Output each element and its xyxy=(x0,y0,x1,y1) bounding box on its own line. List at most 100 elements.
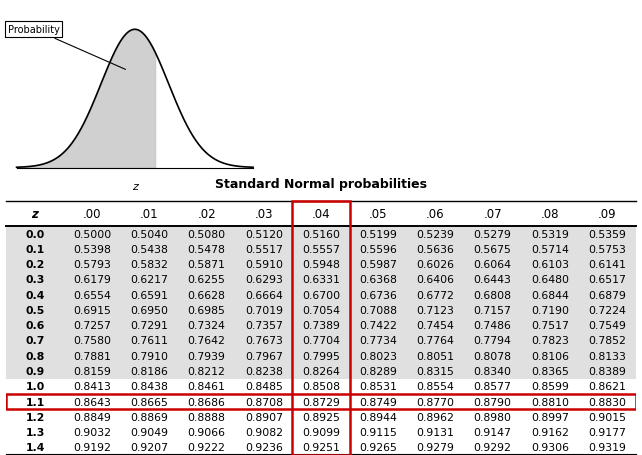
Text: 0.5000: 0.5000 xyxy=(73,229,111,239)
Text: 0.5120: 0.5120 xyxy=(245,229,283,239)
Text: 0.8508: 0.8508 xyxy=(302,381,340,391)
Text: 0.8554: 0.8554 xyxy=(417,381,455,391)
Text: 0.6217: 0.6217 xyxy=(130,275,168,285)
Text: 0.6879: 0.6879 xyxy=(588,290,626,300)
Text: .00: .00 xyxy=(83,207,101,220)
Text: 0.6443: 0.6443 xyxy=(474,275,512,285)
Text: 0.5279: 0.5279 xyxy=(474,229,512,239)
Text: 0.5948: 0.5948 xyxy=(302,260,340,269)
Text: 0.9319: 0.9319 xyxy=(588,442,626,452)
Text: 0.3: 0.3 xyxy=(25,275,45,285)
Text: 0.9066: 0.9066 xyxy=(187,427,225,437)
Text: 0.8159: 0.8159 xyxy=(73,366,111,376)
Text: 0.5199: 0.5199 xyxy=(360,229,397,239)
Text: 0.7324: 0.7324 xyxy=(187,320,225,330)
Text: 0.9162: 0.9162 xyxy=(531,427,569,437)
Bar xyxy=(6,394,636,410)
Text: 0.8770: 0.8770 xyxy=(417,397,455,407)
Text: 0.6406: 0.6406 xyxy=(417,275,455,285)
Text: 0.8997: 0.8997 xyxy=(531,412,569,422)
Text: 0.7088: 0.7088 xyxy=(359,305,397,315)
Text: 0.8907: 0.8907 xyxy=(245,412,283,422)
Text: 0.5080: 0.5080 xyxy=(187,229,226,239)
Text: 0.8389: 0.8389 xyxy=(588,366,626,376)
Text: 0.6554: 0.6554 xyxy=(73,290,111,300)
Text: 0.7257: 0.7257 xyxy=(73,320,111,330)
Text: 0.9115: 0.9115 xyxy=(360,427,397,437)
Text: 0.8686: 0.8686 xyxy=(187,397,225,407)
Text: 0.7190: 0.7190 xyxy=(531,305,569,315)
Text: z: z xyxy=(31,207,39,220)
Text: 0.8665: 0.8665 xyxy=(130,397,168,407)
Text: 0.5910: 0.5910 xyxy=(245,260,283,269)
Text: .06: .06 xyxy=(426,207,445,220)
Text: 0.9015: 0.9015 xyxy=(588,412,626,422)
Text: 0.8438: 0.8438 xyxy=(130,381,168,391)
Text: 0.5478: 0.5478 xyxy=(187,244,225,254)
Text: 0.7: 0.7 xyxy=(25,336,45,346)
Text: 0.5359: 0.5359 xyxy=(588,229,626,239)
Text: .01: .01 xyxy=(140,207,159,220)
Text: 0.8078: 0.8078 xyxy=(474,351,512,361)
Text: 0.8830: 0.8830 xyxy=(588,397,626,407)
Text: Probability: Probability xyxy=(8,25,126,70)
Text: 0.6591: 0.6591 xyxy=(130,290,168,300)
Text: 0.8315: 0.8315 xyxy=(417,366,455,376)
Text: 0.5596: 0.5596 xyxy=(360,244,397,254)
Text: 0.9: 0.9 xyxy=(26,366,45,376)
Text: 0.8264: 0.8264 xyxy=(302,366,340,376)
Text: 0.5: 0.5 xyxy=(26,305,45,315)
Text: 0.6700: 0.6700 xyxy=(302,290,340,300)
Text: 0.6331: 0.6331 xyxy=(302,275,340,285)
Text: 0.6480: 0.6480 xyxy=(531,275,569,285)
Text: 0.9192: 0.9192 xyxy=(73,442,111,452)
Text: .04: .04 xyxy=(311,207,331,220)
Text: 0.7704: 0.7704 xyxy=(302,336,340,346)
Text: 1.3: 1.3 xyxy=(25,427,45,437)
Text: 0.8340: 0.8340 xyxy=(474,366,512,376)
Text: 0.5714: 0.5714 xyxy=(531,244,569,254)
Text: 0.7389: 0.7389 xyxy=(302,320,340,330)
Text: 0.7454: 0.7454 xyxy=(417,320,455,330)
Text: 0.6026: 0.6026 xyxy=(417,260,455,269)
Text: 0.8925: 0.8925 xyxy=(302,412,340,422)
Text: .03: .03 xyxy=(255,207,273,220)
Text: 0.7852: 0.7852 xyxy=(588,336,626,346)
Text: 0.9082: 0.9082 xyxy=(245,427,283,437)
Text: 0.7823: 0.7823 xyxy=(531,336,569,346)
Text: 0.6368: 0.6368 xyxy=(360,275,397,285)
Text: 0.9049: 0.9049 xyxy=(130,427,168,437)
Text: 0.8790: 0.8790 xyxy=(474,397,512,407)
Text: 0.8749: 0.8749 xyxy=(360,397,397,407)
Text: 0.5319: 0.5319 xyxy=(531,229,569,239)
Text: 0.8888: 0.8888 xyxy=(187,412,225,422)
Text: 0.7486: 0.7486 xyxy=(474,320,512,330)
Text: 0.5517: 0.5517 xyxy=(245,244,282,254)
Text: 0.9147: 0.9147 xyxy=(474,427,512,437)
Text: 0.8599: 0.8599 xyxy=(531,381,569,391)
Text: .08: .08 xyxy=(541,207,559,220)
Text: 0.9032: 0.9032 xyxy=(73,427,111,437)
Text: 0.8186: 0.8186 xyxy=(130,366,168,376)
Text: 0.5438: 0.5438 xyxy=(130,244,168,254)
Text: 0.8577: 0.8577 xyxy=(474,381,512,391)
Text: 0.5040: 0.5040 xyxy=(130,229,168,239)
Text: 0.2: 0.2 xyxy=(25,260,45,269)
Text: 0.7357: 0.7357 xyxy=(245,320,282,330)
Text: 0.8810: 0.8810 xyxy=(531,397,569,407)
Text: 0.9306: 0.9306 xyxy=(531,442,569,452)
Text: 1.0: 1.0 xyxy=(26,381,45,391)
Text: 0.9279: 0.9279 xyxy=(417,442,455,452)
Text: .05: .05 xyxy=(369,207,387,220)
Text: 0.7291: 0.7291 xyxy=(130,320,168,330)
Text: 0.6517: 0.6517 xyxy=(588,275,626,285)
Text: 0.7517: 0.7517 xyxy=(531,320,569,330)
Text: 0.6103: 0.6103 xyxy=(531,260,569,269)
Text: 0.8289: 0.8289 xyxy=(360,366,397,376)
Text: 0.6985: 0.6985 xyxy=(187,305,225,315)
Text: 0.9236: 0.9236 xyxy=(245,442,282,452)
Text: 0.6772: 0.6772 xyxy=(417,290,455,300)
Text: 0.6064: 0.6064 xyxy=(474,260,512,269)
Text: 0.8051: 0.8051 xyxy=(417,351,455,361)
Text: 0.1: 0.1 xyxy=(26,244,45,254)
